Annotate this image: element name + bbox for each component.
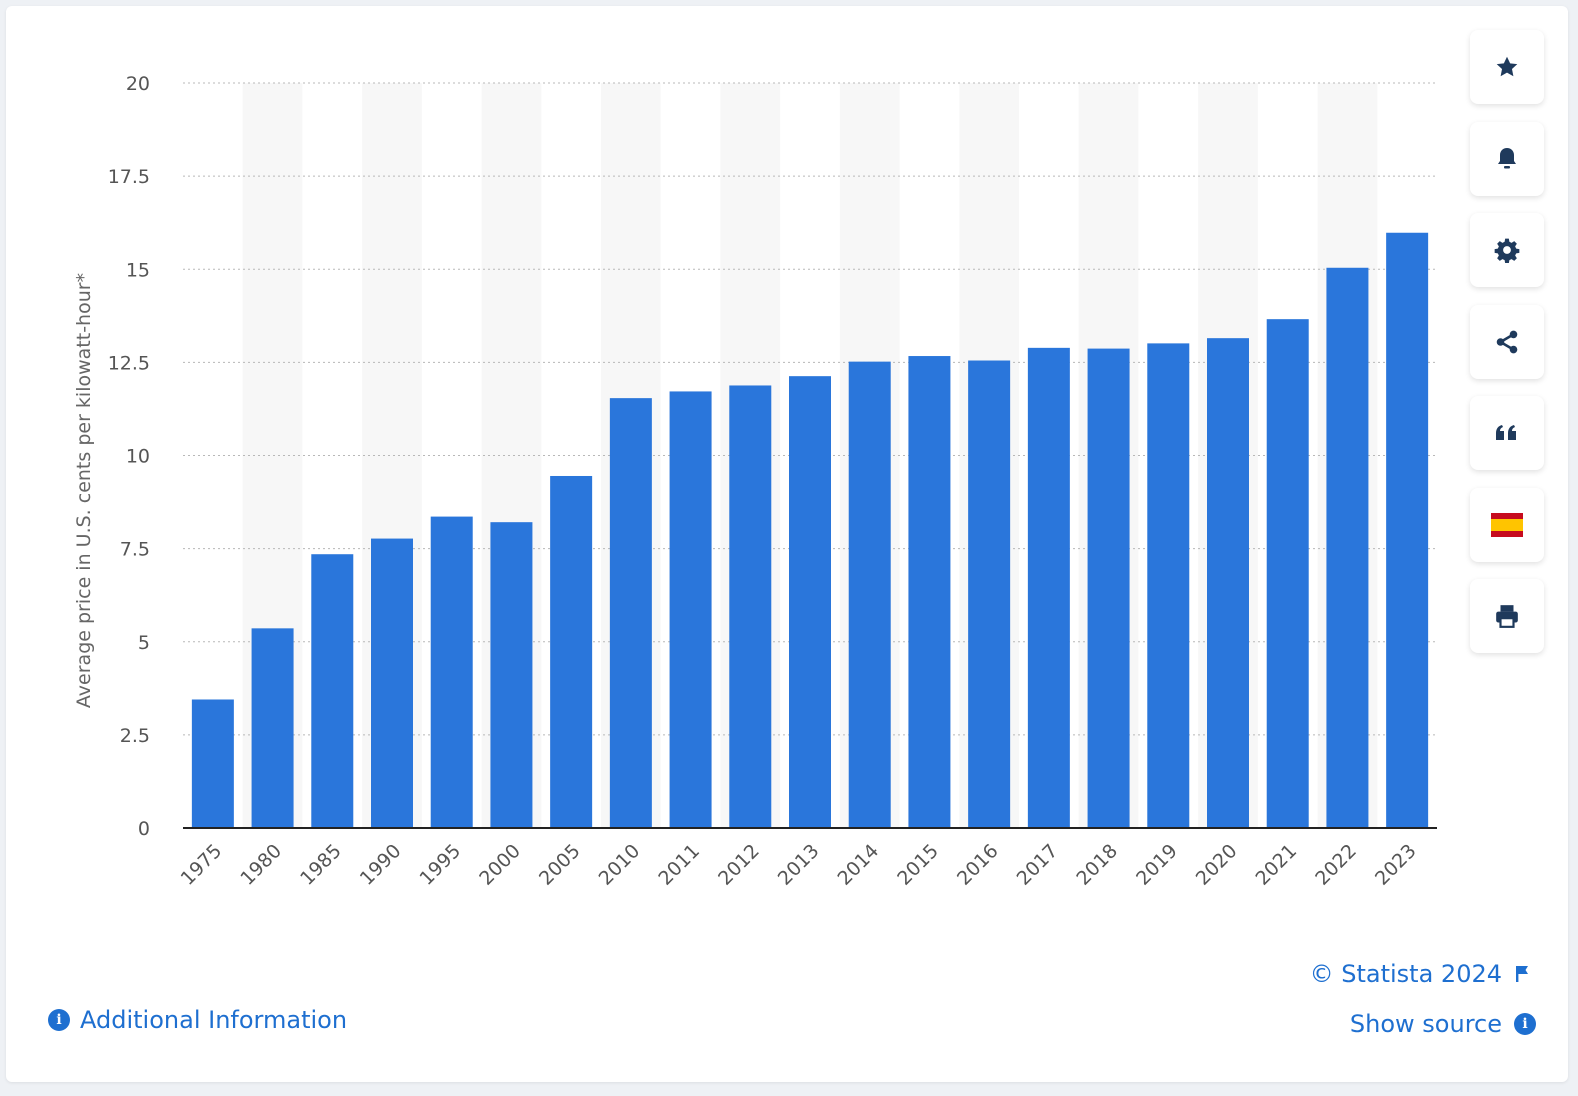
y-tick-label: 5 [138, 632, 150, 654]
bar[interactable] [1087, 348, 1130, 828]
bar[interactable] [848, 361, 891, 828]
bar[interactable] [311, 554, 354, 828]
share-icon [1496, 330, 1518, 354]
x-tick-label: 2014 [833, 840, 883, 890]
bar[interactable] [1386, 232, 1429, 828]
x-tick-label: 2018 [1072, 840, 1122, 890]
y-tick-label: 12.5 [108, 352, 150, 374]
x-tick-label: 2017 [1013, 840, 1063, 890]
bar[interactable] [908, 356, 951, 828]
star-icon [1496, 56, 1518, 77]
y-tick-label: 7.5 [120, 539, 150, 561]
x-tick-label: 2016 [953, 840, 1003, 890]
bar[interactable] [609, 398, 652, 828]
notification-button[interactable] [1470, 122, 1544, 196]
bell-icon [1498, 148, 1516, 169]
show-source-label: Show source [1349, 1010, 1502, 1038]
bars [191, 232, 1429, 828]
copyright-text: © Statista 2024 [1309, 960, 1502, 988]
bar[interactable] [1266, 319, 1309, 828]
settings-button[interactable] [1470, 213, 1544, 287]
x-tick-label: 2015 [893, 840, 943, 890]
flag-icon [1516, 966, 1528, 982]
info-icon: i [48, 1009, 70, 1031]
additional-information-label: Additional Information [80, 1006, 348, 1034]
y-tick-label: 0 [138, 818, 150, 840]
x-tick-label: 1995 [415, 840, 465, 890]
x-tick-label: 1980 [236, 840, 286, 890]
x-tick-label: 2023 [1371, 840, 1421, 890]
x-tick-label: 2022 [1311, 840, 1361, 890]
x-tick-label: 2005 [535, 840, 585, 890]
y-axis-label: Average price in U.S. cents per kilowatt… [73, 273, 95, 708]
x-tick-label: 2000 [475, 840, 525, 890]
spain-flag-icon [1491, 513, 1523, 537]
bar[interactable] [1147, 343, 1190, 828]
x-tick-label: 2021 [1251, 840, 1301, 890]
x-tick-label: 2020 [1192, 840, 1242, 890]
bar[interactable] [1326, 267, 1369, 828]
bar[interactable] [550, 475, 593, 828]
bar[interactable] [251, 628, 294, 828]
bar[interactable] [789, 376, 831, 828]
x-tick-label: 2011 [654, 840, 704, 890]
x-tick-label: 2013 [774, 840, 824, 890]
y-tick-label: 2.5 [120, 725, 150, 747]
x-tick-label: 1990 [356, 840, 406, 890]
y-tick-label: 15 [126, 259, 150, 281]
print-button[interactable] [1470, 579, 1544, 653]
copyright-link[interactable]: © Statista 2024 [1310, 960, 1530, 988]
x-tick-label: 2010 [595, 840, 645, 890]
show-source-link[interactable]: Show source i [1350, 1010, 1536, 1038]
share-button[interactable] [1470, 305, 1544, 379]
bar[interactable] [729, 385, 772, 828]
x-tick-label: 1975 [177, 840, 227, 890]
bar[interactable] [1207, 338, 1249, 828]
y-tick-label: 20 [126, 73, 150, 95]
y-tick-label: 17.5 [108, 166, 150, 188]
info-icon: i [1514, 1013, 1536, 1035]
bar[interactable] [1027, 347, 1070, 828]
bar[interactable] [490, 522, 533, 828]
bar[interactable] [669, 391, 712, 828]
additional-information-link[interactable]: i Additional Information [48, 1006, 347, 1034]
x-tick-label: 1985 [296, 840, 346, 890]
favorite-button[interactable] [1470, 30, 1544, 104]
bar[interactable] [430, 516, 473, 828]
quote-icon [1496, 425, 1516, 440]
bar[interactable] [968, 360, 1011, 828]
cite-button[interactable] [1470, 396, 1544, 470]
x-axis-tick-labels: 1975 1980 1985 1990 1995 2000 2005 2010 2011 2012… [177, 840, 1421, 890]
y-tick-label: 10 [126, 446, 150, 468]
language-button[interactable] [1470, 488, 1544, 562]
x-tick-label: 2012 [714, 840, 764, 890]
gear-icon [1494, 238, 1520, 263]
y-axis-tick-labels: 0 2.5 5 7.5 10 12.5 15 17.5 20 [108, 73, 150, 840]
x-tick-label: 2019 [1132, 840, 1182, 890]
bar[interactable] [191, 699, 234, 828]
bar[interactable] [371, 538, 413, 828]
printer-icon [1496, 605, 1518, 628]
